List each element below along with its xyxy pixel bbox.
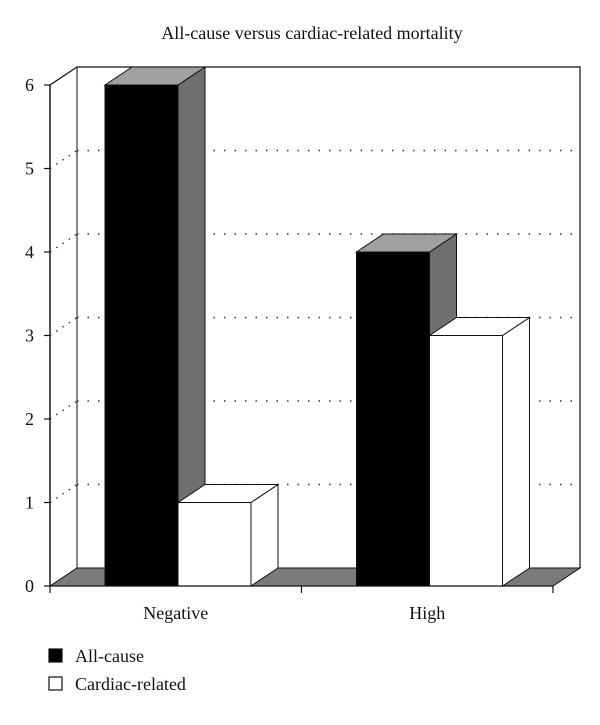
legend-swatch (48, 648, 63, 663)
y-tick-label: 2 (25, 409, 34, 429)
legend-item-all-cause: All-cause (48, 646, 144, 666)
plot-area: 0 1 2 3 4 5 6 Negative High (25, 66, 582, 623)
bar-all-cause-negative (103, 66, 207, 587)
gridline-side (49, 483, 78, 504)
y-tick-label: 5 (25, 159, 34, 179)
legend-label: Cardiac-related (75, 674, 186, 694)
legend-swatch (48, 676, 63, 691)
legend-label: All-cause (75, 646, 144, 666)
y-tick-label: 4 (25, 242, 34, 262)
bar-front (356, 251, 430, 587)
x-tick-label: High (409, 603, 445, 623)
legend-item-cardiac-related: Cardiac-related (48, 674, 186, 694)
gridline-side (49, 233, 78, 253)
bar-front (104, 84, 179, 587)
y-tick-label: 1 (25, 493, 34, 513)
gridline-side (49, 149, 78, 170)
y-tick-label: 0 (25, 576, 34, 596)
chart-title: All-cause versus cardiac-related mortali… (161, 23, 462, 43)
gridline-side (49, 400, 78, 420)
legend: All-cause Cardiac-related (48, 646, 186, 694)
bar-front (429, 335, 503, 587)
y-tick-label: 3 (25, 326, 34, 346)
x-tick-label: Negative (143, 603, 208, 623)
bar-side (502, 316, 530, 587)
bar-cardiac-related-negative (176, 483, 280, 587)
bar-front (177, 502, 252, 587)
bar-cardiac-related-high (427, 316, 532, 587)
gridline-side (49, 316, 78, 337)
y-tick-label: 6 (25, 75, 34, 95)
